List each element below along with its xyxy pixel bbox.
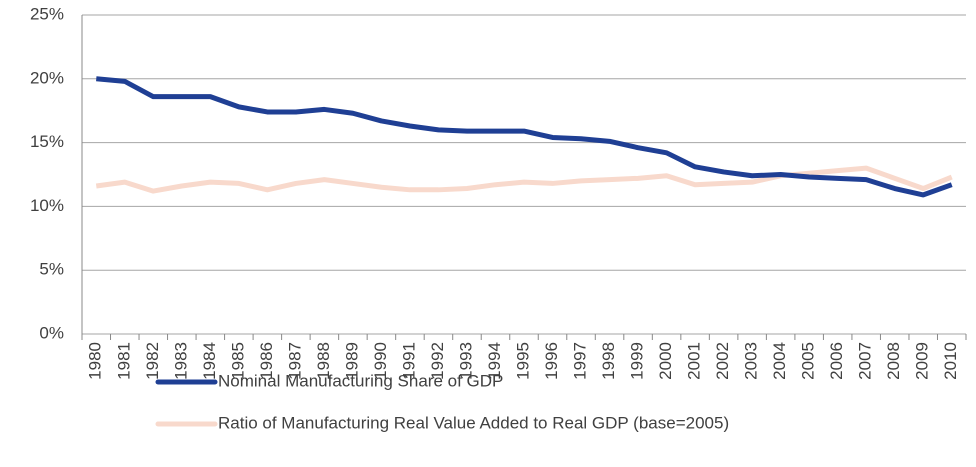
y-tick-label: 20%	[30, 68, 64, 87]
x-tick-label: 1987	[285, 342, 304, 380]
x-tick-label: 1992	[428, 342, 447, 380]
x-tick-label: 1997	[571, 342, 590, 380]
series-line	[95, 165, 953, 194]
series-line	[96, 76, 953, 198]
x-tick-label: 2001	[685, 342, 704, 380]
x-tick-label: 1980	[86, 342, 105, 380]
x-tick-label: 2005	[799, 342, 818, 380]
x-tick-label: 1994	[485, 342, 504, 380]
y-tick-label: 15%	[30, 132, 64, 151]
x-tick-label: 1995	[513, 342, 532, 380]
x-tick-label: 1983	[171, 342, 190, 380]
x-tick-label: 1989	[342, 342, 361, 380]
x-tick-label: 2000	[656, 342, 675, 380]
x-tick-label: 1984	[200, 342, 219, 380]
x-tick-label: 1982	[143, 342, 162, 380]
x-tick-label: 1986	[257, 342, 276, 380]
y-tick-label: 0%	[39, 323, 64, 342]
x-tick-label: 2002	[713, 342, 732, 380]
x-tick-label: 2009	[913, 342, 932, 380]
legend-label: Nominal Manufacturing Share of GDP	[218, 371, 503, 390]
x-tick-label: 1988	[314, 342, 333, 380]
x-tick-label: 1993	[456, 342, 475, 380]
x-tick-label: 2004	[770, 342, 789, 380]
legend-label: Ratio of Manufacturing Real Value Added …	[218, 413, 729, 432]
y-tick-label: 5%	[39, 260, 64, 279]
x-tick-label: 1990	[371, 342, 390, 380]
x-tick-label: 1996	[542, 342, 561, 380]
y-tick-label: 25%	[30, 4, 64, 23]
x-tick-label: 1981	[114, 342, 133, 380]
x-tick-label: 2006	[827, 342, 846, 380]
x-tick-label: 1998	[599, 342, 618, 380]
x-tick-label: 1985	[228, 342, 247, 380]
y-tick-label: 10%	[30, 196, 64, 215]
x-tick-label: 1999	[628, 342, 647, 380]
x-tick-label: 1991	[399, 342, 418, 380]
x-tick-label: 2003	[742, 342, 761, 380]
x-tick-label: 2007	[856, 342, 875, 380]
x-tick-label: 2010	[941, 342, 960, 380]
x-tick-label: 2008	[884, 342, 903, 380]
